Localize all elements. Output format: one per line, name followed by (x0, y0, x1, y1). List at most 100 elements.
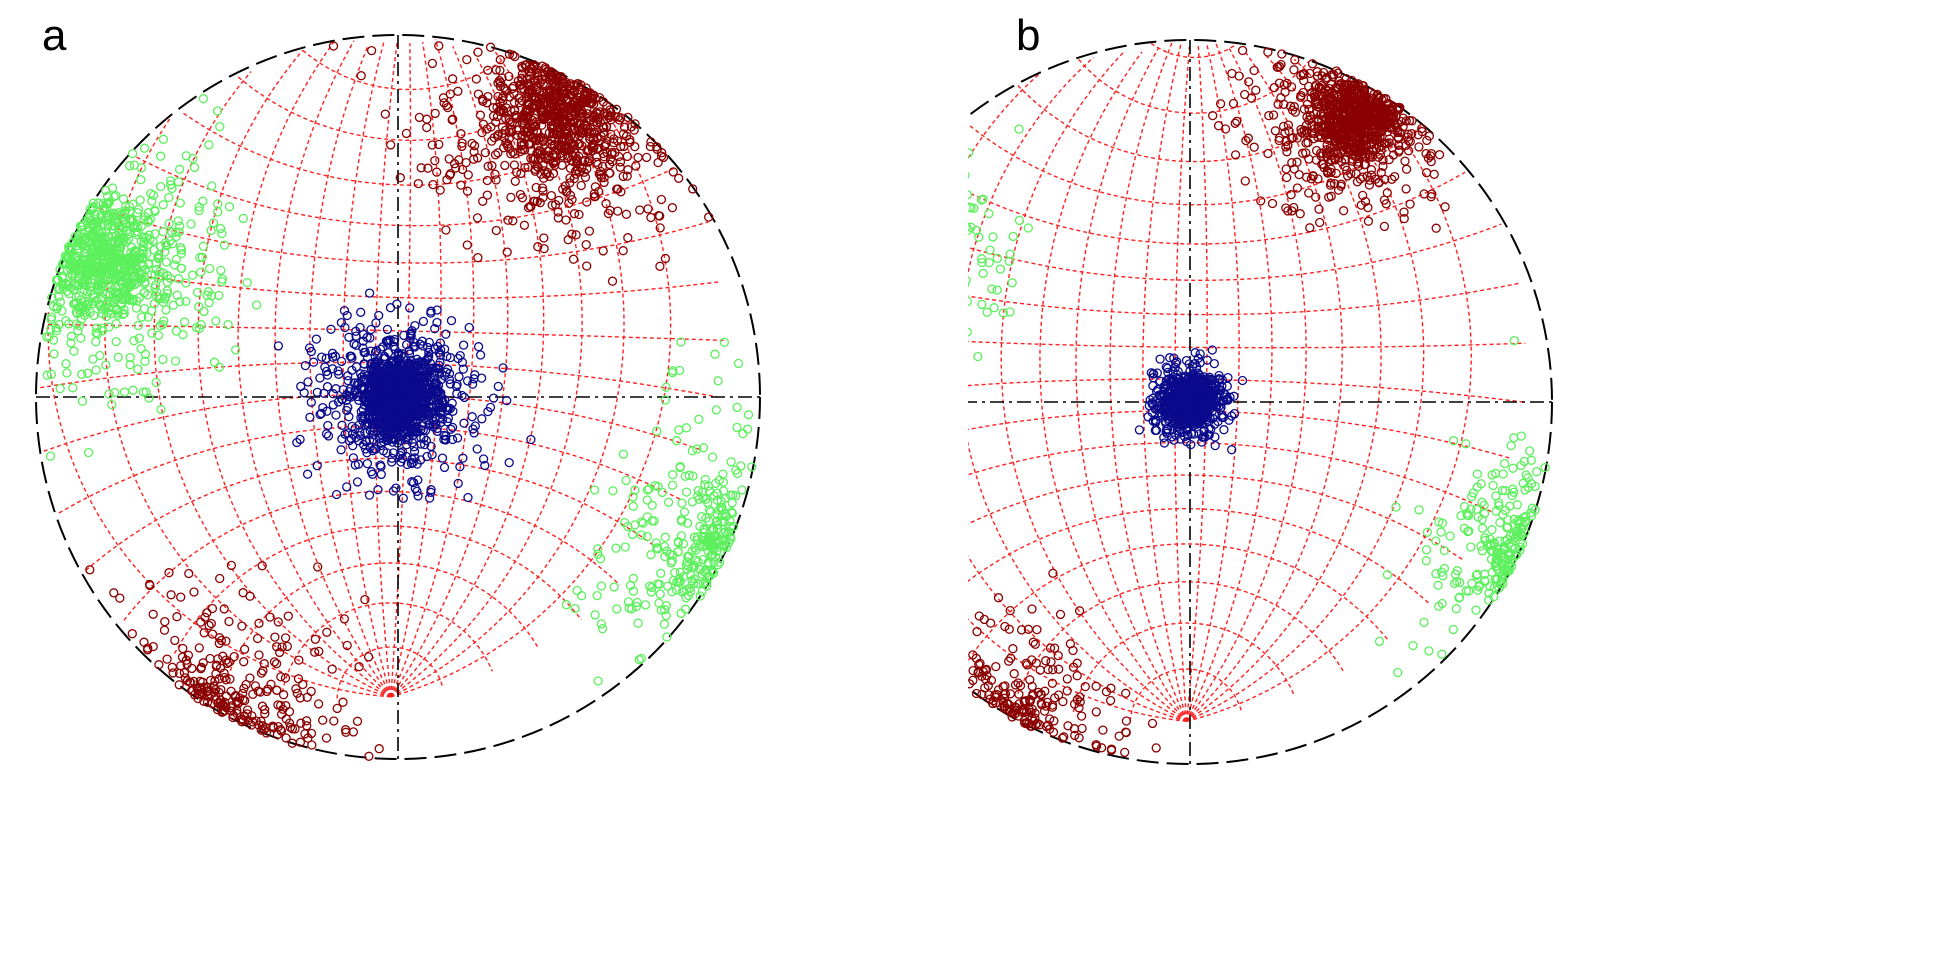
pole-point (206, 618, 216, 629)
pole-point (642, 531, 652, 542)
pole-point (447, 422, 458, 433)
pole-point (401, 128, 412, 139)
small-circle (968, 282, 1519, 316)
pole-point (1169, 435, 1179, 445)
pole-point (158, 227, 168, 237)
small-circle (302, 49, 513, 91)
pole-point (138, 241, 149, 251)
pole-point (638, 518, 648, 528)
pole-point (121, 282, 132, 293)
pole-point (570, 109, 580, 120)
great-circle (1075, 47, 1188, 722)
pole-point (437, 403, 447, 413)
pole-point (684, 470, 694, 480)
pole-point (490, 169, 500, 179)
pole-point (365, 425, 375, 436)
pole-point (135, 252, 145, 263)
pole-point (333, 366, 343, 376)
pole-point (625, 137, 635, 147)
pole-point (259, 725, 269, 735)
pole-point (401, 432, 412, 443)
pole-point (407, 477, 417, 487)
pole-point (132, 263, 142, 274)
pole-point (113, 352, 123, 362)
pole-point (508, 216, 518, 226)
pole-point (475, 350, 486, 360)
pole-point (160, 247, 170, 257)
pole-point (412, 459, 422, 469)
pole-point (293, 674, 304, 684)
pole-point (559, 92, 569, 102)
pole-point (562, 142, 573, 152)
pole-point (698, 443, 709, 453)
pole-point (570, 166, 581, 176)
pole-point (362, 458, 373, 469)
pole-point (129, 336, 139, 346)
pole-point (213, 207, 223, 217)
pole-point (365, 442, 375, 453)
pole-point (402, 459, 412, 470)
pole-point (508, 147, 518, 157)
pole-point (344, 332, 354, 342)
pole-point (727, 508, 738, 518)
pole-point (101, 203, 112, 213)
pole-point (215, 573, 225, 584)
pole-point (95, 350, 105, 361)
pole-point (515, 146, 525, 157)
pole-point (463, 492, 473, 503)
pole-point (375, 344, 386, 354)
pole-point (403, 401, 414, 412)
pole-point (358, 393, 368, 404)
pole-point (382, 430, 392, 440)
pole-point (732, 402, 742, 413)
pole-point (590, 182, 601, 192)
pole-point (619, 122, 630, 132)
pole-point (139, 303, 150, 314)
pole-point (467, 138, 477, 149)
pole-point (112, 217, 123, 227)
pole-point (204, 140, 214, 150)
pole-point (198, 241, 209, 251)
pole-point (199, 306, 209, 317)
pole-point (207, 698, 217, 709)
pole-point (378, 446, 389, 456)
pole-point (272, 685, 282, 695)
pole-point (103, 212, 113, 222)
pole-point (464, 322, 474, 333)
pole-point (533, 242, 543, 252)
pole-point (647, 500, 657, 510)
pole-point (307, 740, 317, 750)
pole-point (555, 141, 566, 151)
pole-point (458, 364, 468, 374)
pole-point (173, 177, 184, 187)
pole-point (526, 123, 537, 134)
pole-point (361, 374, 371, 384)
pole-point (344, 412, 354, 422)
pole-point (725, 490, 736, 500)
pole-point (676, 337, 686, 347)
small-circle (1017, 581, 1345, 694)
pole-point (408, 458, 418, 468)
pole-point (196, 617, 206, 627)
pole-point (257, 561, 267, 571)
pole-point (238, 213, 248, 224)
pole-point (322, 370, 333, 380)
pole-point (682, 564, 692, 575)
pole-point (151, 287, 162, 297)
pole-point (224, 616, 234, 627)
pole-point (228, 712, 238, 723)
pole-point (303, 377, 313, 387)
pole-point (504, 71, 514, 82)
pole-point (125, 294, 135, 305)
pole-point (516, 84, 527, 94)
pole-point (68, 259, 79, 270)
pole-point (526, 434, 536, 445)
pole-point (245, 673, 255, 683)
pole-point (354, 395, 364, 405)
pole-point (629, 125, 639, 135)
pole-point (136, 236, 146, 247)
pole-point (412, 486, 422, 497)
pole-point (171, 254, 181, 265)
pole-point (381, 413, 391, 423)
pole-point (184, 568, 194, 579)
